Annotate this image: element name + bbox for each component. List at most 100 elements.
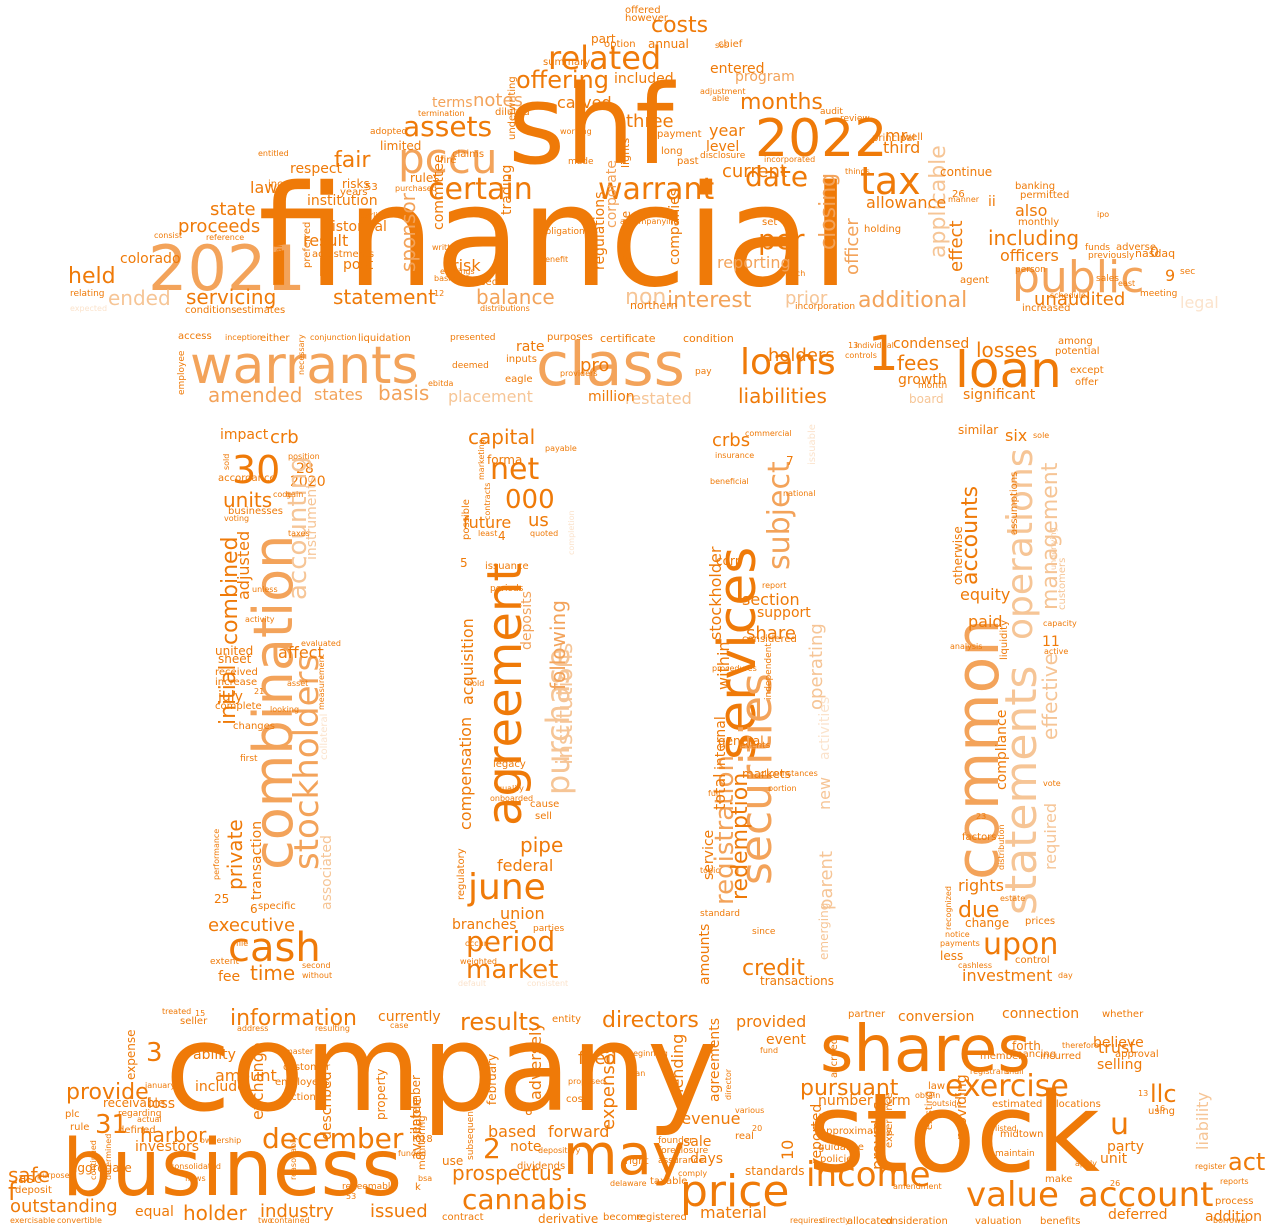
word-estimates: estimates <box>236 305 286 316</box>
word-change: change <box>965 916 1010 930</box>
word-case: case <box>390 1021 409 1030</box>
word-set: set <box>762 217 778 228</box>
word-midtown: midtown <box>1000 1129 1044 1140</box>
word-payable: payable <box>545 444 577 453</box>
word-inputs: inputs <box>506 354 537 365</box>
word-payments: payments <box>940 939 980 948</box>
word-dividends: dividends <box>517 1161 566 1172</box>
word-ended: ended <box>108 286 171 310</box>
word-parent: parent <box>816 850 837 910</box>
word-active: active <box>1044 647 1069 656</box>
word-cause: cause <box>530 799 560 810</box>
word-union: union <box>500 904 545 923</box>
word-second: second <box>302 961 331 970</box>
word-occur: occur <box>465 939 488 948</box>
word-placement: placement <box>448 387 533 406</box>
word-mr: mr <box>885 126 908 145</box>
word-insurance: insurance <box>715 451 755 460</box>
word-exercisable: exercisable <box>10 1216 56 1225</box>
word-sponsor: sponsor <box>396 193 420 272</box>
word-standard: standard <box>700 909 740 919</box>
word-n31: 31 <box>95 1110 129 1140</box>
word-states: states <box>314 385 363 404</box>
word-liquidation: liquidation <box>358 333 411 344</box>
word-institution: institution <box>307 193 378 209</box>
word-reports: reports <box>1220 1177 1249 1186</box>
word-full: full <box>708 789 721 798</box>
word-consist: consist <box>154 231 183 240</box>
word-least: least <box>478 529 498 538</box>
word-periods: periods <box>490 584 524 594</box>
word-experience: experience <box>884 1092 895 1148</box>
word-n25: 25 <box>214 892 230 906</box>
word-impact: impact <box>220 427 269 443</box>
word-subsequent: subsequent <box>466 1107 476 1160</box>
word-guidance: guidance <box>818 1142 864 1153</box>
word-amounts: amounts <box>697 923 713 985</box>
word-stock: stock <box>808 1069 1100 1197</box>
word-less: less <box>940 949 964 963</box>
word-obtain: obtain <box>915 1091 941 1100</box>
word-llc: llc <box>1150 1080 1177 1108</box>
word-treated: treated <box>162 1007 192 1016</box>
word-condition: condition <box>683 332 734 345</box>
word-permitted: permitted <box>1020 190 1070 201</box>
word-sole: sole <box>1033 431 1050 440</box>
word-file: file <box>236 939 249 948</box>
word-clients: clients <box>452 275 485 286</box>
word-incurred: incurred <box>1040 1051 1082 1062</box>
word-register: register <box>1195 1162 1226 1171</box>
word-directly: directly <box>820 1216 850 1225</box>
word-manner: manner <box>948 195 980 204</box>
word-provided: provided <box>736 1012 807 1031</box>
word-held: held <box>68 264 116 289</box>
word-monthly: monthly <box>1018 217 1060 228</box>
word-federal: federal <box>497 856 554 875</box>
word-price: price <box>680 1166 790 1217</box>
word-liability: liability <box>1193 1092 1212 1150</box>
word-harbor: harbor <box>140 1123 207 1147</box>
word-board: board <box>909 392 944 406</box>
word-capacity: capacity <box>1043 619 1077 628</box>
word-carved: carved <box>557 93 612 112</box>
word-sales: sales <box>1096 274 1119 284</box>
word-balance: balance <box>476 285 555 309</box>
word-purpose: purpose <box>37 1171 70 1180</box>
word-well: well <box>903 132 923 143</box>
word-expenses: expenses <box>598 1044 619 1130</box>
word-use: use <box>442 1154 464 1168</box>
word-statement: statement <box>333 285 436 309</box>
word-also: also <box>1015 201 1048 220</box>
word-voting: voting <box>224 514 250 523</box>
word-received: received <box>215 667 258 678</box>
word-agent: agent <box>960 275 989 286</box>
word-make: make <box>1045 1174 1073 1185</box>
word-payment: payment <box>657 129 702 140</box>
word-generally: generally <box>274 236 285 283</box>
word-assurance: assurance <box>658 1156 705 1166</box>
word-reasonably: reasonably <box>289 1135 298 1180</box>
word-million: million <box>588 389 635 405</box>
word-entitled: entitled <box>258 149 289 158</box>
word-servicing: servicing <box>186 285 277 309</box>
word-required: required <box>1041 802 1060 870</box>
word-complete: complete <box>215 701 262 712</box>
word-n7: 7 <box>786 454 794 468</box>
word-may: may <box>563 1123 686 1188</box>
word-rights: rights <box>958 876 1004 895</box>
word-investment: investment <box>962 966 1053 985</box>
word-offered: offered <box>625 5 661 16</box>
word-circumstances: circumstances <box>760 769 818 778</box>
word-reference: reference <box>206 233 245 242</box>
word-analysis: analysis <box>950 642 983 651</box>
word-effective: effective <box>1038 653 1062 740</box>
word-n16: 16 <box>1155 1104 1166 1113</box>
word-terms: terms <box>432 95 473 111</box>
word-things: things <box>845 167 870 176</box>
word-flows: flows <box>185 1174 206 1183</box>
word-looking: looking <box>270 705 300 714</box>
word-taxes: taxes <box>288 529 310 538</box>
word-obligations: obligations <box>540 227 590 237</box>
word-trust: trust <box>1098 1038 1136 1057</box>
word-ability: ability <box>193 1047 236 1063</box>
